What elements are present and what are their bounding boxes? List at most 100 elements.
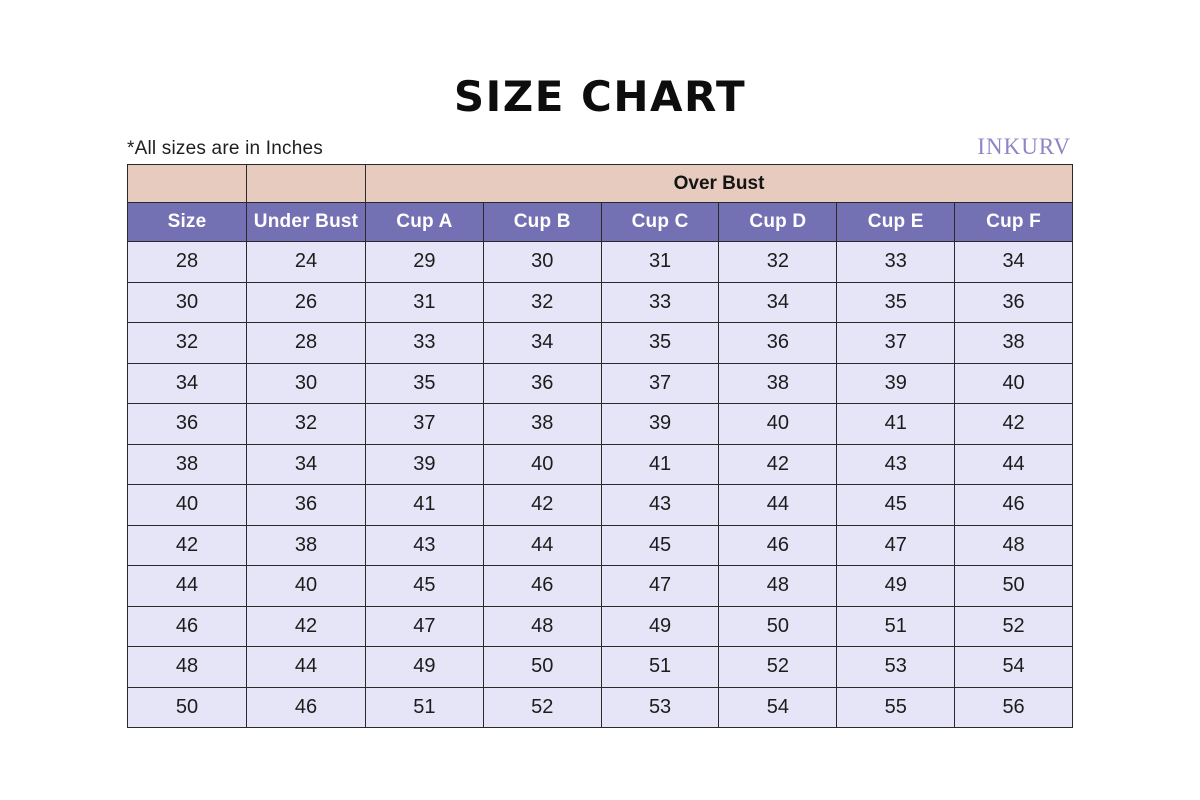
table-cell: 55 (836, 686, 956, 728)
table-cell: 49 (600, 605, 720, 647)
table-cell: 40 (482, 443, 602, 485)
table-cell: 34 (954, 241, 1073, 283)
table-cell: 33 (836, 241, 956, 283)
column-header-cup-e: Cup E (836, 202, 956, 242)
size-chart-table: Over Bust Size Under Bust Cup A Cup B Cu… (127, 164, 1073, 728)
group-header-row: Over Bust (127, 164, 1073, 203)
table-cell: 52 (718, 646, 838, 688)
table-cell: 44 (246, 646, 366, 688)
table-cell: 36 (482, 362, 602, 404)
table-row: 34 30 35 36 37 38 39 40 (127, 362, 1073, 404)
table-row: 44 40 45 46 47 48 49 50 (127, 565, 1073, 607)
table-cell: 36 (718, 322, 838, 364)
table-cell: 46 (482, 565, 602, 607)
table-cell: 39 (365, 443, 484, 485)
column-header-cup-d: Cup D (718, 202, 838, 242)
table-cell: 51 (836, 605, 956, 647)
table-cell: 46 (246, 686, 366, 728)
table-cell: 49 (836, 565, 956, 607)
table-row: 28 24 29 30 31 32 33 34 (127, 241, 1073, 283)
table-cell: 41 (836, 403, 956, 445)
table-cell: 38 (718, 362, 838, 404)
table-row: 36 32 37 38 39 40 41 42 (127, 403, 1073, 445)
table-row: 50 46 51 52 53 54 55 56 (127, 686, 1073, 728)
table-cell: 43 (600, 484, 720, 526)
table-cell: 30 (482, 241, 602, 283)
table-cell: 24 (246, 241, 366, 283)
table-cell: 46 (718, 524, 838, 566)
empty-header-cell (246, 164, 366, 203)
table-cell: 35 (365, 362, 484, 404)
table-cell: 42 (246, 605, 366, 647)
table-cell: 40 (718, 403, 838, 445)
table-cell: 48 (482, 605, 602, 647)
table-cell: 33 (365, 322, 484, 364)
table-cell: 42 (718, 443, 838, 485)
table-cell: 45 (836, 484, 956, 526)
content-area: *All sizes are in Inches INKURV Over Bus… (127, 134, 1073, 728)
table-cell: 50 (127, 686, 247, 728)
page-title: SIZE CHART (453, 72, 747, 121)
table-cell: 34 (127, 362, 247, 404)
table-cell: 53 (836, 646, 956, 688)
table-cell: 34 (246, 443, 366, 485)
table-cell: 45 (365, 565, 484, 607)
units-note: *All sizes are in Inches (127, 138, 323, 159)
table-cell: 40 (246, 565, 366, 607)
table-cell: 37 (600, 362, 720, 404)
table-cell: 42 (482, 484, 602, 526)
table-cell: 34 (718, 281, 838, 323)
table-cell: 34 (482, 322, 602, 364)
table-cell: 46 (127, 605, 247, 647)
table-cell: 42 (954, 403, 1073, 445)
table-cell: 36 (246, 484, 366, 526)
table-cell: 28 (127, 241, 247, 283)
table-cell: 46 (954, 484, 1073, 526)
table-cell: 38 (954, 322, 1073, 364)
table-body: 28 24 29 30 31 32 33 34 30 26 31 32 33 34 35 36 32 28 33 34… (127, 241, 1073, 728)
table-row: 32 28 33 34 35 36 37 38 (127, 322, 1073, 364)
table-cell: 32 (482, 281, 602, 323)
table-cell: 44 (482, 524, 602, 566)
table-cell: 52 (954, 605, 1073, 647)
column-header-cup-b: Cup B (482, 202, 602, 242)
table-cell: 39 (836, 362, 956, 404)
column-header-under-bust: Under Bust (246, 202, 366, 242)
table-cell: 43 (365, 524, 484, 566)
table-cell: 37 (836, 322, 956, 364)
table-cell: 40 (127, 484, 247, 526)
table-cell: 48 (954, 524, 1073, 566)
table-cell: 50 (954, 565, 1073, 607)
table-cell: 36 (127, 403, 247, 445)
table-cell: 41 (365, 484, 484, 526)
table-cell: 47 (600, 565, 720, 607)
table-cell: 35 (836, 281, 956, 323)
column-header-cup-a: Cup A (365, 202, 484, 242)
table-cell: 40 (954, 362, 1073, 404)
table-cell: 45 (600, 524, 720, 566)
table-cell: 48 (127, 646, 247, 688)
column-header-cup-c: Cup C (600, 202, 720, 242)
table-cell: 47 (836, 524, 956, 566)
column-header-size: Size (127, 202, 247, 242)
column-header-row: Size Under Bust Cup A Cup B Cup C Cup D … (127, 202, 1073, 242)
table-cell: 35 (600, 322, 720, 364)
over-bust-group-header: Over Bust (365, 164, 1073, 203)
table-cell: 54 (718, 686, 838, 728)
brand-logo: INKURV (977, 134, 1071, 159)
table-cell: 30 (246, 362, 366, 404)
table-cell: 49 (365, 646, 484, 688)
table-cell: 48 (718, 565, 838, 607)
table-cell: 47 (365, 605, 484, 647)
meta-row: *All sizes are in Inches INKURV (127, 134, 1073, 160)
table-cell: 44 (954, 443, 1073, 485)
table-row: 40 36 41 42 43 44 45 46 (127, 484, 1073, 526)
table-cell: 39 (600, 403, 720, 445)
empty-header-cell (127, 164, 247, 203)
table-row: 48 44 49 50 51 52 53 54 (127, 646, 1073, 688)
column-header-cup-f: Cup F (954, 202, 1073, 242)
table-cell: 30 (127, 281, 247, 323)
table-cell: 43 (836, 443, 956, 485)
table-cell: 38 (482, 403, 602, 445)
